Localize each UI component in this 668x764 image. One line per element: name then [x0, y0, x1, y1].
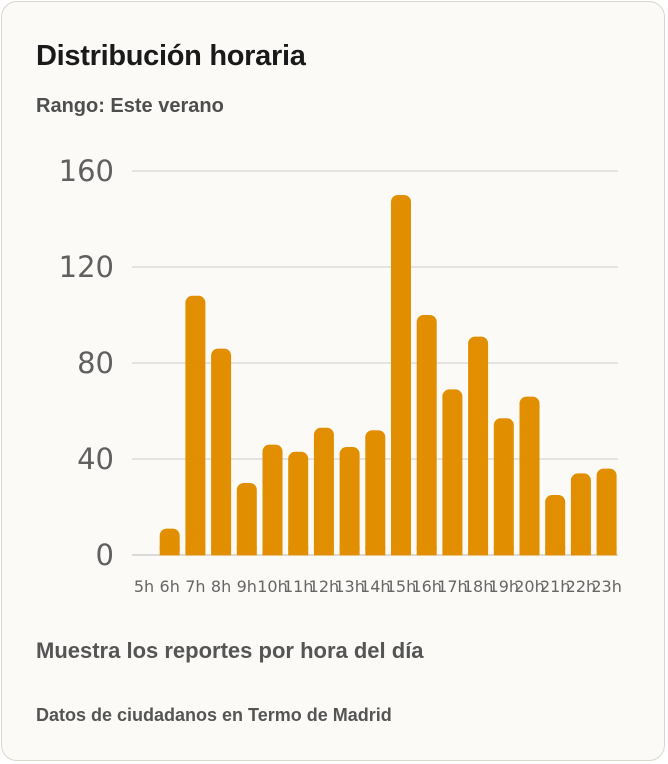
bar-22h	[570, 473, 591, 556]
x-tick-label: 22h	[566, 577, 597, 596]
y-tick-label: 40	[77, 442, 114, 476]
bar-13h	[339, 447, 360, 556]
bar-base-11h	[288, 547, 309, 556]
bar-base-8h	[211, 547, 232, 556]
chart-description: Muestra los reportes por hora del día	[36, 638, 424, 663]
bar-21h	[545, 495, 566, 556]
bar-base-12h	[313, 547, 334, 556]
bar-base-17h	[442, 547, 463, 556]
bar-base-20h	[519, 547, 540, 556]
bar-chart: 0 40 80 120 160 5h 6h 7h 8h 9h 10h11h12h13h14h15h…	[59, 154, 622, 596]
x-tick-label: 15h	[386, 577, 417, 596]
y-tick-label: 80	[77, 346, 114, 380]
x-tick-label: 21h	[540, 577, 571, 596]
x-tick-label: 7h	[185, 577, 205, 596]
bar-base-23h	[596, 547, 617, 556]
card-title: Distribución horaria	[36, 40, 306, 72]
x-tick-label: 17h	[437, 577, 468, 596]
x-tick-label: 6h	[160, 577, 180, 596]
bar-17h	[442, 389, 463, 556]
bar-18h	[468, 336, 489, 556]
x-tick-label: 16h	[411, 577, 442, 596]
bar-19h	[493, 418, 514, 556]
bar-base-18h	[468, 547, 489, 556]
bar-8h	[211, 348, 232, 556]
y-tick-label: 160	[59, 154, 114, 188]
bar-base-9h	[236, 547, 257, 556]
bar-base-19h	[493, 547, 514, 556]
x-tick-label: 13h	[334, 577, 365, 596]
data-source: Datos de ciudadanos en Termo de Madrid	[36, 705, 392, 725]
x-tick-label: 23h	[591, 577, 622, 596]
x-tick-label: 10h	[257, 577, 288, 596]
bars	[159, 195, 617, 556]
x-tick-label: 19h	[489, 577, 520, 596]
bar-base-13h	[339, 547, 360, 556]
x-tick-label: 8h	[211, 577, 231, 596]
x-axis-ticks: 5h 6h 7h 8h 9h 10h11h12h13h14h15h16h17h18h19h…	[134, 577, 622, 596]
bar-11h	[288, 451, 309, 556]
bar-base-14h	[365, 547, 386, 556]
bar-16h	[416, 315, 437, 556]
y-tick-label: 120	[59, 250, 114, 284]
bar-12h	[313, 427, 334, 556]
y-axis-ticks: 0 40 80 120 160	[59, 154, 114, 572]
x-tick-label: 5h	[134, 577, 154, 596]
bar-base-21h	[545, 547, 566, 556]
bar-23h	[596, 468, 617, 556]
bar-base-22h	[570, 547, 591, 556]
x-tick-label: 14h	[360, 577, 391, 596]
bar-base-7h	[185, 547, 206, 556]
bar-7h	[185, 295, 206, 556]
x-tick-label: 18h	[463, 577, 494, 596]
x-tick-label: 20h	[514, 577, 545, 596]
bar-base-16h	[416, 547, 437, 556]
x-tick-label: 9h	[237, 577, 257, 596]
bar-20h	[519, 396, 540, 556]
bar-15h	[391, 195, 411, 556]
bar-base-6h	[159, 547, 180, 556]
x-tick-label: 11h	[283, 577, 314, 596]
bar-14h	[365, 430, 386, 556]
bar-base-15h	[391, 547, 411, 556]
bar-10h	[262, 444, 283, 556]
bar-9h	[236, 483, 257, 556]
x-tick-label: 12h	[309, 577, 340, 596]
bar-base-10h	[262, 547, 283, 556]
range-label: Rango: Este verano	[36, 95, 224, 117]
y-tick-label: 0	[96, 538, 114, 572]
